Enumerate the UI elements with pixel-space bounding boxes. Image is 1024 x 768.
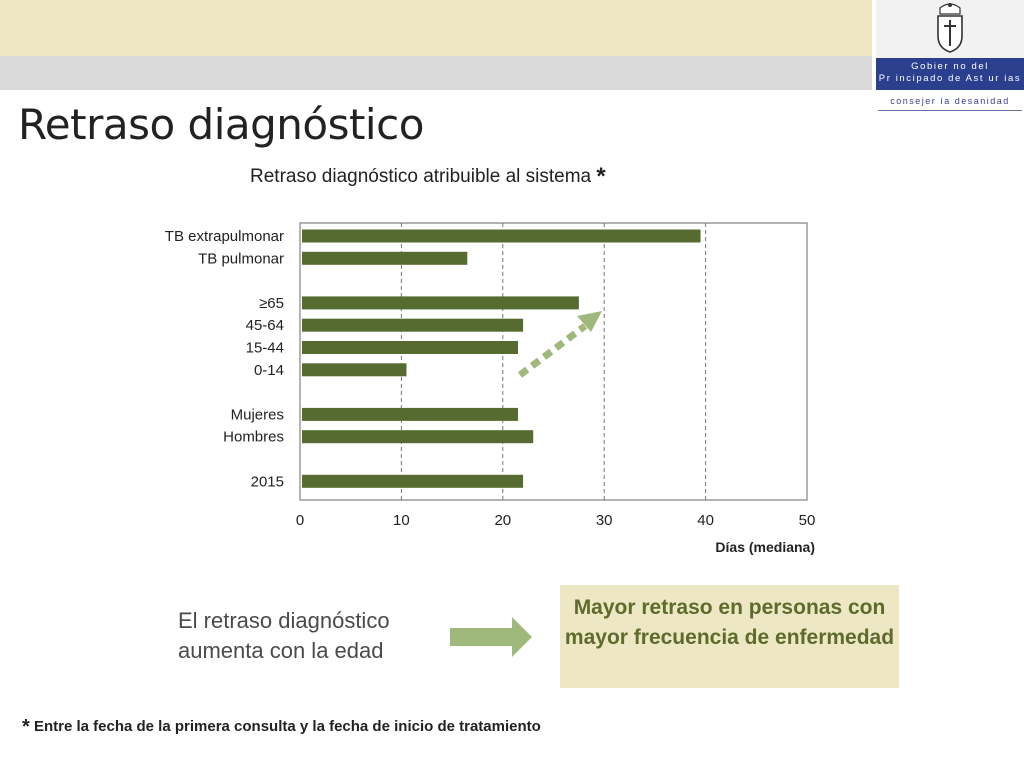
y-category-label: ≥65 <box>259 295 284 312</box>
shield-icon <box>937 3 963 53</box>
logo-divider <box>878 110 1022 111</box>
y-category-label: TB extrapulmonar <box>165 228 284 245</box>
y-category-label: TB pulmonar <box>198 250 284 267</box>
y-category-label: 2015 <box>251 473 284 490</box>
bar <box>302 407 519 421</box>
chart-title-text: Retraso diagnóstico atribuible al sistem… <box>250 166 592 187</box>
bar <box>302 229 701 243</box>
bar <box>302 363 407 377</box>
header-subband <box>0 56 872 90</box>
footnote-mark: * <box>22 716 30 738</box>
bar <box>302 341 519 354</box>
coat-of-arms <box>876 0 1024 58</box>
government-label: Gobier no del Pr incipado de Ast ur ias <box>876 58 1024 90</box>
footnote-text: Entre la fecha de la primera consulta y … <box>33 718 541 735</box>
bar-chart: 0 10 20 30 40 50 TB extrapulmonar TB pulmonar ≥6… <box>165 222 816 555</box>
bar <box>302 251 468 265</box>
footnote: * Entre la fecha de la primera consulta … <box>22 716 541 739</box>
x-tick-label: 50 <box>799 512 816 529</box>
y-category-label: 0-14 <box>254 362 284 379</box>
conclusion-text: El retraso diagnóstico aumenta con la ed… <box>178 608 390 663</box>
x-tick-label: 10 <box>393 512 410 529</box>
x-tick-label: 0 <box>296 512 304 529</box>
gov-line-2: Pr incipado de Ast ur ias <box>878 73 1022 84</box>
bar <box>302 430 534 444</box>
chart-title: Retraso diagnóstico atribuible al sistem… <box>250 163 606 191</box>
bar <box>302 474 524 488</box>
highlight-box: Mayor retraso en personas con mayor frec… <box>560 585 899 688</box>
trend-arrow-shaft <box>517 323 588 378</box>
trend-arrow-head-icon <box>577 311 602 332</box>
department-label: consejer ía desanidad <box>890 96 1010 106</box>
bar <box>302 318 524 332</box>
slide-title: Retraso diagnóstico <box>18 100 424 149</box>
x-tick-label: 40 <box>697 512 714 529</box>
y-category-label: Mujeres <box>231 406 284 423</box>
x-tick-label: 30 <box>596 512 613 529</box>
x-axis-label: Días (mediana) <box>715 539 815 555</box>
right-arrow-icon <box>450 617 532 657</box>
y-category-label: 15-44 <box>246 340 284 357</box>
plot-frame <box>299 222 808 501</box>
y-category-label: 45-64 <box>246 317 284 334</box>
y-category-label: Hombres <box>223 429 284 446</box>
x-tick-label: 20 <box>494 512 511 529</box>
header-band <box>0 0 872 56</box>
chart-title-mark: * <box>596 163 606 190</box>
gov-line-1: Gobier no del <box>911 61 989 72</box>
bar <box>302 296 579 310</box>
logo-block: Gobier no del Pr incipado de Ast ur ias … <box>876 0 1024 112</box>
